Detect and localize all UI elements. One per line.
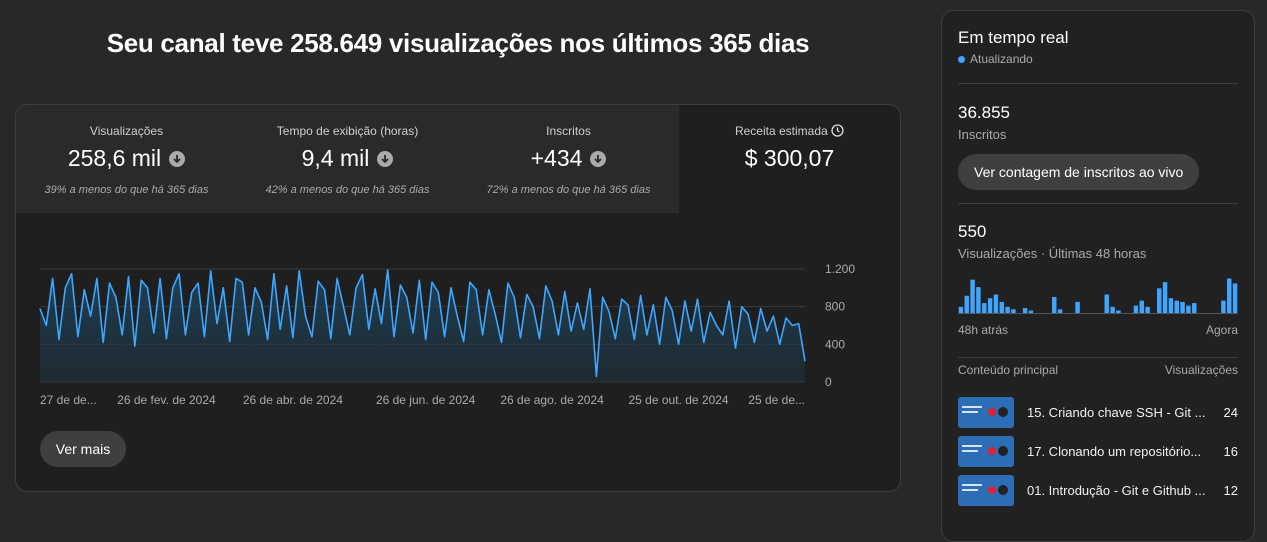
- video-views: 24: [1223, 405, 1238, 420]
- bar: [1168, 298, 1174, 313]
- x-tick-label: 26 de fev. de 2024: [117, 393, 216, 407]
- views-count: 550: [958, 222, 987, 241]
- bar: [1139, 300, 1144, 313]
- page: Seu canal teve 258.649 visualizações nos…: [15, 10, 1255, 542]
- line: [39, 269, 806, 378]
- divider: [958, 203, 1238, 204]
- metric-label: Inscritos: [546, 124, 591, 138]
- metric-value: 258,6 mil: [67, 145, 162, 171]
- clock-icon: [831, 124, 844, 137]
- metric-label-text: Receita estimada: [734, 124, 828, 138]
- bar: [970, 279, 975, 313]
- metric-label: Tempo de exibição (horas): [276, 124, 419, 138]
- bar: [999, 301, 1004, 313]
- x-tick-label: 26 de abr. de 2024: [243, 393, 343, 407]
- area: [40, 269, 805, 382]
- y-tick-label: 400: [825, 337, 845, 351]
- metric-value: +434: [530, 145, 583, 171]
- metric-note: 39% a menos do que há 365 dias: [44, 184, 209, 196]
- bar: [1133, 305, 1139, 313]
- x-tick-label: 26 de ago. de 2024: [500, 393, 604, 407]
- more-button[interactable]: Ver mais: [40, 431, 126, 467]
- metric-note: 72% a menos do que há 365 dias: [486, 184, 651, 196]
- metric-tab[interactable]: Receita estimada $ 300,07: [679, 105, 900, 213]
- metric-label: Receita estimada: [679, 124, 900, 138]
- bar: [1145, 306, 1150, 313]
- bar: [976, 287, 981, 313]
- bar: [1028, 310, 1034, 313]
- bar: [1052, 296, 1057, 313]
- metric-value: $ 300,07: [744, 145, 835, 171]
- down-icon: [590, 150, 607, 167]
- video-thumbnail: [958, 397, 1014, 428]
- live-count-button[interactable]: Ver contagem de inscritos ao vivo: [958, 154, 1200, 190]
- y-tick-label: 0: [825, 375, 832, 389]
- bar: [1227, 278, 1232, 313]
- metric-note: 42% a menos do que há 365 dias: [265, 184, 430, 196]
- top-views-header: Visualizações: [1164, 363, 1238, 377]
- y-tick-label: 800: [825, 300, 845, 314]
- realtime-panel: Em tempo real Atualizando 36.855 Inscrit…: [941, 10, 1255, 542]
- status-dot: [958, 55, 965, 63]
- bar: [1011, 309, 1016, 313]
- down-icon: [169, 150, 186, 167]
- realtime-bars: 48h atrás Agora: [958, 278, 1238, 337]
- views-chart: 1.200 800 400 0 27 de de... 26 de fev. de 202…: [39, 262, 855, 407]
- x-tick-label: 25 de out. de 2024: [629, 393, 729, 407]
- x-tick-label: 25 de de...: [748, 393, 805, 407]
- page-title: Seu canal teve 258.649 visualizações nos…: [106, 28, 810, 58]
- bar: [1162, 282, 1168, 313]
- bar: [993, 294, 999, 313]
- x-tick-label: 27 de de...: [40, 393, 97, 407]
- bar: [987, 298, 993, 313]
- video-title: 15. Criando chave SSH - Git ...: [1027, 405, 1206, 420]
- realtime-status: Atualizando: [970, 52, 1033, 66]
- video-views: 16: [1223, 444, 1238, 459]
- bar: [1116, 310, 1121, 313]
- bar: [1232, 283, 1238, 313]
- y-tick-label: 1.200: [825, 262, 855, 276]
- bar: [1192, 303, 1197, 313]
- x-tick-label: 48h atrás: [958, 323, 1008, 337]
- bar: [1221, 300, 1226, 313]
- subscriber-label: Inscritos: [958, 127, 1007, 142]
- bar: [1186, 305, 1191, 313]
- subscriber-count: 36.855: [958, 103, 1010, 122]
- divider: [958, 357, 1238, 358]
- bar: [1104, 294, 1109, 313]
- bar: [1174, 300, 1179, 313]
- bar: [1180, 301, 1185, 313]
- x-tick-label: 26 de jun. de 2024: [376, 393, 476, 407]
- bar: [1157, 288, 1162, 313]
- video-title: 17. Clonando um repositório...: [1027, 444, 1202, 459]
- video-thumbnail: [958, 436, 1014, 467]
- down-icon: [377, 150, 394, 167]
- bar: [1057, 309, 1063, 313]
- views-label: Visualizações · Últimas 48 horas: [958, 246, 1147, 261]
- video-title: 01. Introdução - Git e Github ...: [1027, 483, 1206, 498]
- x-tick-label: Agora: [1206, 323, 1238, 337]
- metric-tab[interactable]: Tempo de exibição (horas) 9,4 mil 42% a …: [237, 105, 459, 213]
- metric-tab[interactable]: Visualizações 258,6 mil 39% a menos do q…: [16, 105, 238, 213]
- bar: [1075, 301, 1080, 313]
- video-thumbnail: [958, 475, 1014, 506]
- divider: [958, 83, 1238, 84]
- top-content-header: Conteúdo principal: [958, 363, 1059, 377]
- metric-label: Visualizações: [89, 124, 164, 138]
- video-views: 12: [1223, 483, 1238, 498]
- bar: [964, 295, 969, 313]
- bar: [982, 303, 987, 313]
- bar: [1022, 308, 1028, 313]
- realtime-title: Em tempo real: [958, 28, 1069, 47]
- bar: [958, 306, 964, 313]
- bar: [1005, 306, 1010, 313]
- metric-value: 9,4 mil: [301, 145, 370, 171]
- overview-card: Visualizações 258,6 mil 39% a menos do q…: [15, 104, 901, 492]
- metric-tab[interactable]: Inscritos +434 72% a menos do que há 365…: [458, 105, 680, 213]
- bar: [1110, 306, 1115, 313]
